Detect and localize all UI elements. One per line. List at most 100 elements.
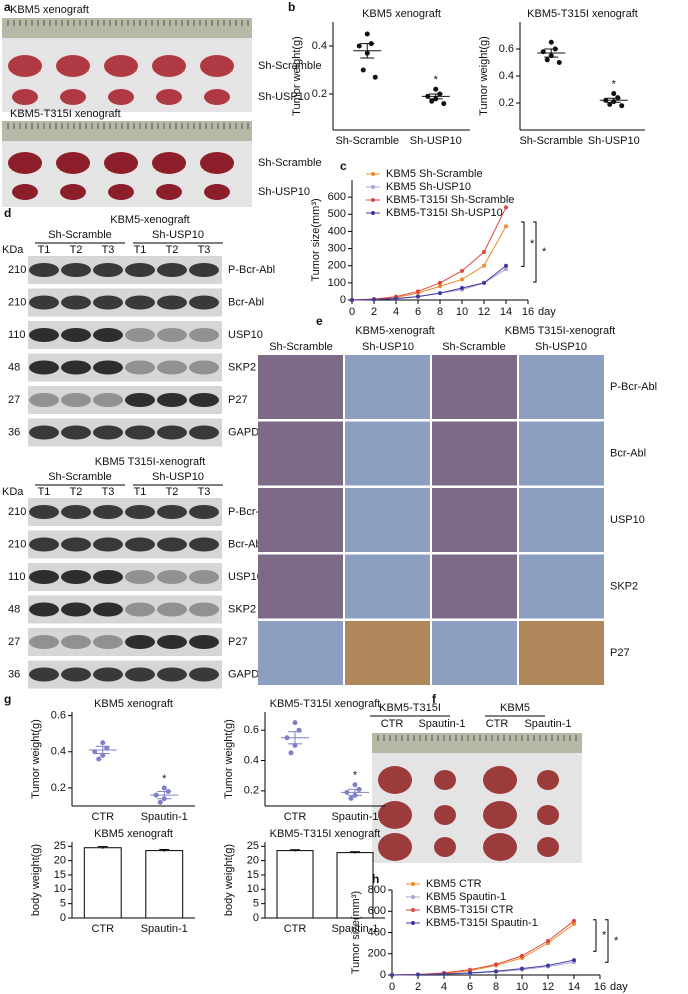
y-tick-label: 0 — [60, 912, 66, 924]
x-tick-label: 14 — [500, 306, 512, 318]
bar — [336, 852, 374, 919]
blot-band — [189, 570, 219, 584]
x-tick-label: Spautin-1 — [331, 811, 378, 823]
panel-label: e — [316, 314, 323, 328]
y-tick-label: 5 — [60, 898, 66, 910]
y-tick-label: 400 — [328, 225, 346, 237]
data-point — [482, 280, 486, 285]
tumor — [104, 152, 138, 174]
y-axis-label: Tumor size(mm³) — [350, 891, 362, 974]
ihc-image — [432, 554, 517, 619]
chart-title: KBM5-T315I xenograft — [270, 828, 381, 840]
blot-band — [157, 635, 187, 649]
tumor — [108, 184, 134, 200]
data-point — [520, 953, 524, 958]
y-tick-label: 200 — [368, 948, 386, 960]
ruler — [2, 121, 252, 141]
column-label: Sh-USP10 — [535, 341, 587, 353]
kda-label: 27 — [8, 394, 20, 406]
blot-band — [189, 360, 219, 375]
y-axis-label: Tumor size(mm³) — [310, 198, 322, 281]
data-point — [546, 939, 550, 943]
tumor — [60, 89, 86, 105]
blot-band — [61, 570, 91, 584]
y-axis-label: Tumor weight(g) — [223, 719, 235, 799]
panel-label: a — [4, 0, 11, 14]
data-point — [100, 752, 106, 758]
legend-marker — [371, 185, 375, 189]
ihc-image — [345, 488, 430, 552]
legend-label: KBM5 Spautin-1 — [426, 891, 506, 903]
legend-label: KBM5 Sh-Scramble — [386, 168, 483, 180]
y-tick-label: 0.4 — [244, 754, 259, 766]
blot-band — [157, 263, 187, 277]
blot-title: KBM5-xenograft — [110, 214, 189, 226]
blot-band — [125, 667, 155, 682]
kda-label: 210 — [8, 296, 26, 308]
legend-marker — [411, 895, 415, 899]
annotation: * — [353, 770, 358, 782]
blot-band — [125, 602, 155, 617]
blot-band — [125, 505, 155, 519]
data-point — [364, 31, 370, 37]
y-tick-label: 10 — [247, 883, 259, 895]
group-label: Sh-Scramble — [48, 229, 112, 241]
group-label: Sh-USP10 — [152, 229, 204, 241]
y-tick-label: 0 — [380, 969, 386, 981]
band-label: P27 — [228, 394, 248, 406]
kda-label: 48 — [8, 603, 20, 615]
blot-band — [189, 505, 219, 519]
row-label: Sh-Scramble — [258, 157, 322, 169]
legend-label: KBM5-T315I Spautin-1 — [426, 917, 538, 929]
data-point — [556, 60, 562, 65]
annotation: * — [162, 773, 167, 785]
band-label: Bcr-Abl — [228, 296, 264, 308]
y-tick-label: 0.6 — [499, 43, 514, 55]
ruler — [2, 18, 252, 38]
y-tick-label: 100 — [328, 277, 346, 289]
legend-label: KBM5 CTR — [426, 878, 482, 890]
blot-band — [93, 295, 123, 310]
blot-band — [157, 295, 187, 310]
blot-band — [61, 602, 91, 617]
kda-label: 110 — [8, 571, 26, 583]
blot-band — [157, 570, 187, 584]
tumor — [537, 805, 559, 825]
series-line — [351, 207, 507, 301]
kda-label: 48 — [8, 361, 20, 373]
x-axis-label: day — [610, 981, 628, 993]
y-tick-label: 0.6 — [244, 724, 259, 736]
column-label: Spautin-1 — [524, 718, 571, 730]
blot-band — [189, 667, 219, 682]
data-point — [607, 101, 613, 107]
data-point — [157, 799, 163, 805]
blot-band — [125, 393, 155, 407]
x-tick-label: CTR — [91, 811, 114, 823]
tumor — [434, 805, 456, 825]
data-point — [100, 740, 106, 746]
data-point — [92, 749, 98, 755]
annotation: * — [542, 246, 547, 258]
legend-label: KBM5-T315I Sh-USP10 — [386, 207, 503, 219]
tumor — [204, 89, 230, 105]
blot-band — [189, 295, 219, 310]
series-line — [351, 265, 507, 301]
blot-band — [93, 360, 123, 375]
data-point — [619, 103, 625, 109]
x-tick-label: 2 — [371, 306, 377, 318]
column-label: Sh-Scramble — [442, 341, 506, 353]
blot-band — [157, 667, 187, 682]
y-tick-label: 300 — [328, 242, 346, 254]
data-point — [572, 922, 576, 926]
blot-band — [125, 295, 155, 310]
tumor — [204, 184, 230, 200]
column-label: Spautin-1 — [418, 718, 465, 730]
legend-label: KBM5 Sh-USP10 — [386, 181, 471, 193]
x-tick-label: 8 — [437, 306, 443, 318]
ihc-image — [519, 554, 604, 619]
annotation: * — [530, 238, 535, 250]
data-point — [360, 67, 366, 73]
kda-label: 36 — [8, 426, 20, 438]
data-point — [482, 250, 486, 254]
blot-band — [125, 635, 155, 649]
